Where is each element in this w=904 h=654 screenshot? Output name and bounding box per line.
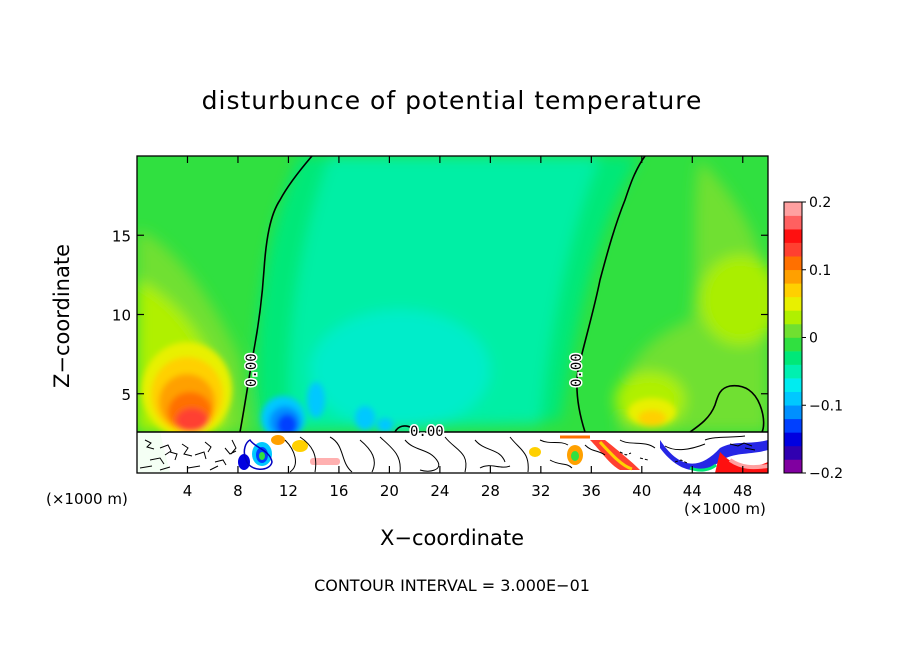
- zero-contours: [239, 156, 765, 433]
- contour-label-right: 0.00: [569, 353, 585, 387]
- contour-field: 0.00 0.00 0.00: [137, 156, 768, 473]
- y-axis: 5 10 15: [112, 227, 768, 404]
- colorbar-swatch: [784, 445, 802, 460]
- x-tick-label: 36: [582, 482, 601, 500]
- colorbar-swatch: [784, 242, 802, 257]
- colorbar-swatch: [784, 269, 802, 284]
- x-unit-right: (×1000 m): [684, 500, 766, 518]
- colorbar-swatch: [784, 432, 802, 447]
- y-tick-label: 10: [112, 307, 131, 325]
- colorbar-swatch: [784, 256, 802, 271]
- colorbar-tick-label: −0.2: [809, 466, 843, 482]
- colorbar-swatch: [784, 323, 802, 338]
- colorbar-tick-label: 0.2: [809, 195, 831, 211]
- contour-interval-note: CONTOUR INTERVAL = 3.000E−01: [314, 576, 590, 595]
- colorbar-swatch: [784, 378, 802, 392]
- x-tick-label: 16: [329, 482, 348, 500]
- y-axis-label: Z−coordinate: [50, 244, 74, 388]
- colorbar-tick-label: 0.1: [809, 263, 831, 279]
- colorbar-swatch: [784, 391, 802, 406]
- colorbar-swatch: [784, 310, 802, 325]
- x-axis: 4 8 12 16 20 24 28 32 36 40 44 48: [183, 156, 752, 500]
- contour-label-bottom: 0.00: [410, 424, 444, 440]
- x-tick-label: 48: [733, 482, 752, 500]
- colorbar-swatch: [784, 296, 802, 311]
- surface-contours: [137, 431, 768, 473]
- colorbar-swatch: [784, 364, 802, 379]
- colorbar-swatch: [784, 215, 802, 230]
- x-tick-label: 28: [481, 482, 500, 500]
- colorbar-swatch: [784, 202, 802, 216]
- colorbar-tick-label: 0: [809, 331, 818, 347]
- x-tick-label: 32: [531, 482, 550, 500]
- x-tick-label: 12: [279, 482, 298, 500]
- y-tick-label: 5: [121, 386, 131, 404]
- x-tick-label: 40: [632, 482, 651, 500]
- surface-layer-colors: [137, 432, 768, 473]
- x-unit-left: (×1000 m): [46, 490, 128, 508]
- contour-label-left: 0.00: [244, 353, 260, 387]
- colorbar-swatch: [784, 337, 802, 352]
- x-tick-label: 8: [233, 482, 243, 500]
- colorbar-swatch: [784, 459, 802, 474]
- colorbar-swatch: [784, 283, 802, 298]
- colorbar: 0.2 0.1 0 −0.1 −0.2: [783, 195, 843, 482]
- colorbar-swatch: [784, 405, 802, 420]
- x-tick-label: 44: [683, 482, 702, 500]
- y-tick-label: 15: [112, 227, 131, 245]
- colorbar-swatch: [784, 229, 802, 243]
- x-tick-label: 20: [380, 482, 399, 500]
- chart-title: disturbunce of potential temperature: [201, 86, 703, 115]
- x-tick-label: 4: [183, 482, 193, 500]
- colorbar-swatch: [784, 351, 802, 365]
- colorbar-tick-label: −0.1: [809, 398, 843, 414]
- x-tick-label: 24: [430, 482, 449, 500]
- colorbar-swatch: [784, 418, 802, 433]
- x-axis-label: X−coordinate: [380, 526, 524, 550]
